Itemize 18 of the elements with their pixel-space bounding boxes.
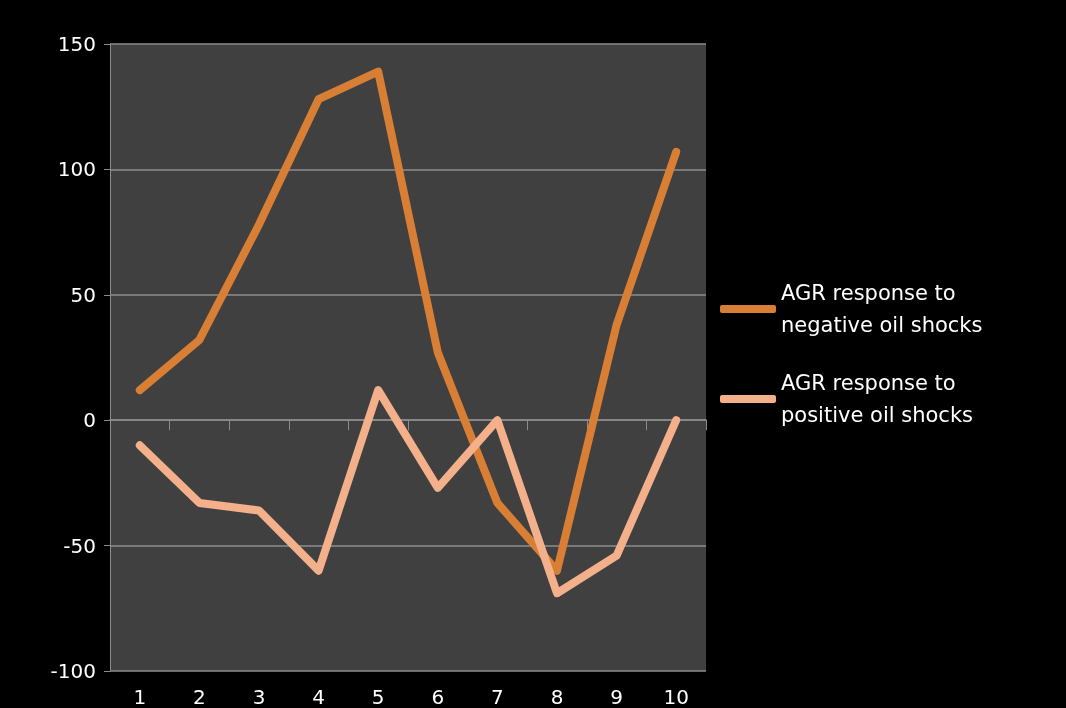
- x-tick-label: 4: [312, 685, 325, 708]
- x-tick-label: 10: [663, 685, 689, 708]
- x-tick-label: 1: [133, 685, 147, 708]
- legend-label: AGR response to positive oil shocks: [781, 371, 973, 427]
- y-tick-label: 0: [83, 408, 96, 433]
- x-tick-label: 7: [491, 685, 504, 708]
- x-tick-label: 2: [193, 685, 206, 708]
- y-tick-label: -100: [50, 659, 96, 683]
- y-tick-label: -50: [63, 533, 96, 558]
- y-tick-label: 50: [70, 282, 96, 307]
- y-tick-label: 150: [57, 32, 96, 56]
- x-tick-label: 3: [252, 685, 266, 708]
- x-tick-label: 6: [431, 685, 445, 708]
- y-tick-label: 100: [57, 157, 96, 182]
- x-tick-label: 8: [550, 685, 564, 708]
- x-tick-label: 5: [371, 685, 385, 708]
- x-tick-label: 9: [610, 685, 623, 708]
- legend-label: AGR response to negative oil shocks: [781, 281, 983, 337]
